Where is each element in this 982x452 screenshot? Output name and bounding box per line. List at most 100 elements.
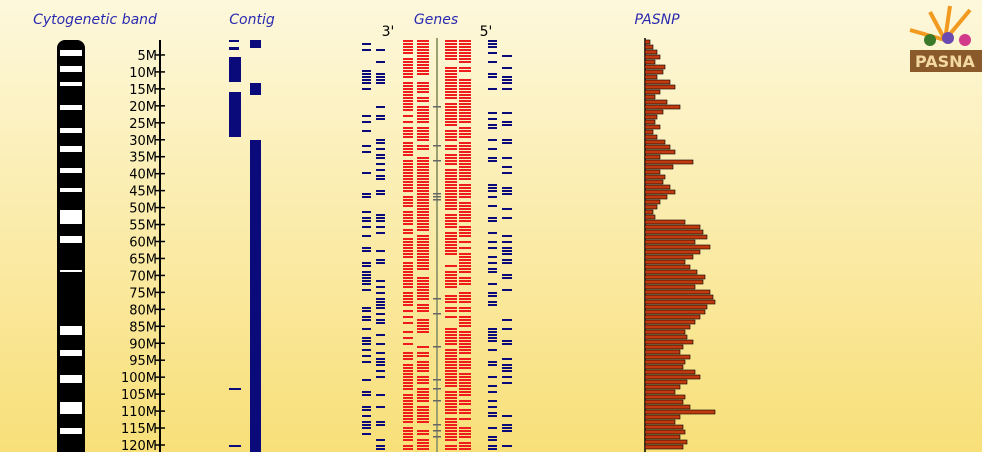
- gene: [445, 184, 457, 186]
- gene: [417, 277, 429, 279]
- gene: [445, 223, 457, 225]
- gene: [403, 277, 413, 279]
- gene: [417, 106, 429, 108]
- gene: [417, 196, 429, 198]
- gene: [417, 355, 429, 357]
- gene: [362, 340, 371, 342]
- pasnp-bar: [645, 145, 670, 149]
- tick-label: 70M: [129, 269, 157, 284]
- gene: [403, 181, 413, 183]
- gene: [376, 250, 385, 252]
- gene: [362, 379, 371, 381]
- gene: [376, 376, 385, 378]
- gene: [445, 265, 457, 267]
- gene: [376, 142, 385, 144]
- gene: [459, 67, 471, 69]
- pasnp-bar: [645, 215, 655, 219]
- gene: [417, 187, 429, 189]
- gene: [417, 169, 429, 171]
- gene: [417, 100, 429, 102]
- gene: [445, 133, 457, 135]
- pasnp-bar: [645, 420, 675, 424]
- gene: [417, 121, 429, 123]
- tick-label: 40M: [129, 168, 157, 183]
- gene: [417, 91, 429, 93]
- band: [60, 428, 82, 434]
- gene: [445, 106, 457, 108]
- pasnp-bar: [645, 150, 675, 154]
- gene: [417, 112, 429, 114]
- gene: [403, 355, 413, 357]
- gene: [488, 337, 497, 339]
- gene: [376, 157, 385, 159]
- gene: [459, 226, 471, 228]
- gene: [403, 151, 413, 153]
- gene: [417, 298, 429, 300]
- gene: [417, 415, 429, 417]
- gene: [403, 211, 413, 213]
- strand-label: 3': [382, 24, 395, 40]
- contig: [229, 388, 241, 390]
- gene: [459, 145, 471, 147]
- gene: [403, 244, 413, 246]
- gene: [459, 112, 471, 114]
- gene: [417, 118, 429, 120]
- gene: [459, 256, 471, 258]
- tick-label: 95M: [129, 354, 157, 369]
- gene: [459, 169, 471, 171]
- gene: [502, 76, 512, 78]
- gene: [488, 340, 497, 342]
- gene: [417, 250, 429, 252]
- gene: [417, 55, 429, 57]
- gene: [403, 40, 413, 42]
- gene: [488, 187, 497, 189]
- pasnp-bar: [645, 70, 663, 74]
- gene: [459, 97, 471, 99]
- gene: [433, 379, 441, 381]
- gene: [445, 286, 457, 288]
- band: [60, 188, 82, 192]
- gene: [417, 184, 429, 186]
- gene: [403, 43, 413, 45]
- gene: [445, 91, 457, 93]
- pasnp-bar: [645, 80, 670, 84]
- pasnp-bar: [645, 315, 700, 319]
- contig: [250, 140, 261, 452]
- pasnp-bar: [645, 240, 695, 244]
- pasnp-bar: [645, 230, 703, 234]
- gene: [403, 196, 413, 198]
- tick-label: 85M: [129, 320, 157, 335]
- gene: [445, 43, 457, 45]
- gene: [459, 442, 471, 444]
- gene: [376, 319, 385, 321]
- gene: [488, 157, 497, 159]
- gene: [445, 70, 457, 72]
- gene: [362, 394, 371, 396]
- gene: [459, 58, 471, 60]
- gene: [417, 346, 429, 348]
- gene: [459, 418, 471, 420]
- pasnp-bar: [645, 260, 685, 264]
- gene: [445, 196, 457, 198]
- gene: [488, 76, 497, 78]
- gene: [417, 289, 429, 291]
- gene: [362, 172, 371, 174]
- gene: [362, 391, 371, 393]
- gene: [445, 85, 457, 87]
- gene: [488, 349, 497, 351]
- gene: [488, 196, 497, 198]
- gene: [488, 391, 497, 393]
- gene: [445, 208, 457, 210]
- gene: [376, 79, 385, 81]
- gene: [459, 373, 471, 375]
- gene: [488, 427, 497, 429]
- gene: [417, 370, 429, 372]
- gene: [403, 292, 413, 294]
- gene: [445, 94, 457, 96]
- gene: [376, 115, 385, 117]
- gene: [502, 235, 512, 237]
- gene: [502, 370, 512, 372]
- pasnp-bar: [645, 190, 675, 194]
- gene: [417, 352, 429, 354]
- gene: [445, 52, 457, 54]
